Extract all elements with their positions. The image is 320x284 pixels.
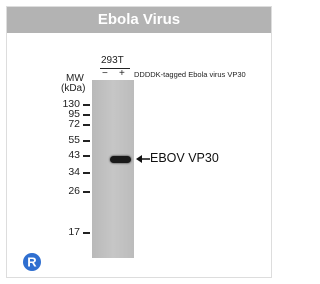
band: [110, 156, 131, 163]
lane-label: −: [102, 68, 108, 79]
marker-label: 34: [50, 166, 80, 178]
marker-tick: [83, 155, 90, 157]
logo: R: [22, 252, 42, 272]
marker-label: 43: [50, 149, 80, 161]
marker-tick: [83, 232, 90, 234]
marker-label: 17: [50, 226, 80, 238]
marker-label: 55: [50, 134, 80, 146]
marker-tick: [83, 172, 90, 174]
band-label: EBOV VP30: [150, 151, 219, 165]
frame: [6, 6, 272, 278]
marker-tick: [83, 191, 90, 193]
arrow: [136, 152, 150, 166]
cell-line: 293T: [101, 55, 124, 66]
marker-label: 26: [50, 185, 80, 197]
treatment: DDDDK-tagged Ebola virus VP30: [134, 70, 246, 79]
blot: [92, 80, 134, 258]
marker-tick: [83, 124, 90, 126]
header-title: Ebola Virus: [7, 7, 271, 33]
lane-label: +: [119, 68, 125, 79]
svg-text:R: R: [27, 255, 37, 270]
page: {"header": {"title": "Ebola Virus"}, "sa…: [0, 0, 280, 284]
marker-tick: [83, 104, 90, 106]
marker-label: 72: [50, 118, 80, 130]
marker-tick: [83, 140, 90, 142]
mw-unit: (kDa): [61, 83, 85, 94]
marker-tick: [83, 114, 90, 116]
